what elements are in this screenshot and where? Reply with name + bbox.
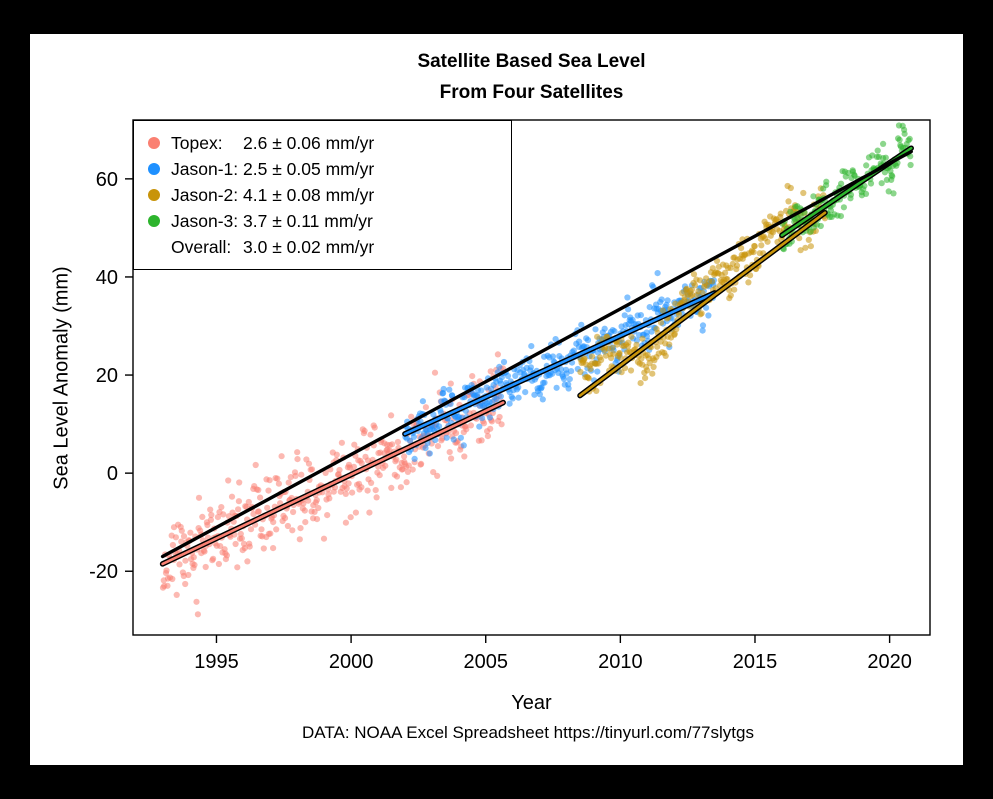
legend-label: Overall: [171,236,232,257]
y-tick-label: 20 [96,365,118,387]
scatter-plot: 1995 2000 2005 2010 2015 2020 -20 0 20 40 60 [89,119,931,673]
points-jason-3 [779,122,914,253]
y-tick-label: 0 [107,463,118,485]
chart-title-line1: Satellite Based Sea Level [417,51,646,72]
legend-rate: 4.1 ± 0.08 mm/yr [243,184,375,205]
legend-item-overall: Overall: 3.0 ± 0.02 mm/yr [134,234,511,260]
legend-item-jason-3: Jason-3: 3.7 ± 0.11 mm/yr [134,208,511,234]
y-tick-label: 40 [96,267,118,289]
legend-dot-spacer [148,241,160,253]
y-tick-label: -20 [89,561,118,583]
legend-label: Jason-2: [171,184,239,205]
legend-rate: 2.6 ± 0.06 mm/yr [243,132,375,153]
data-source-caption: DATA: NOAA Excel Spreadsheet https://tin… [302,723,754,742]
legend-rate: 3.0 ± 0.02 mm/yr [243,236,375,257]
legend-label: Jason-3: [171,210,239,231]
trend-line-overall [160,149,913,559]
y-tick-label: 60 [96,169,118,191]
trend-line-topex [159,399,506,567]
figure: 1995 2000 2005 2010 2015 2020 -20 0 20 40 60 Satel… [30,34,963,765]
chart-title-line2: From Four Satellites [439,82,624,103]
legend-rate: 3.7 ± 0.11 mm/yr [243,210,373,231]
legend-label: Topex: [171,132,223,153]
x-axis-label: Year [511,692,552,714]
x-tick-label: 2005 [463,651,508,673]
legend: Topex: 2.6 ± 0.06 mm/yr Jason-1: 2.5 ± 0.05… [133,120,512,270]
legend-dot-jason-3 [148,215,160,227]
y-axis-label: Sea Level Anomaly (mm) [50,266,73,490]
x-tick-label: 2020 [867,651,912,673]
trend-line-jason-1 [402,290,718,437]
plot-box [132,119,931,636]
axes: 1995 2000 2005 2010 2015 2020 -20 0 20 40 60 [89,169,912,673]
x-tick-label: 2010 [598,651,643,673]
legend-rate: 2.5 ± 0.05 mm/yr [243,158,375,179]
x-tick-label: 1995 [194,651,239,673]
x-tick-label: 2015 [733,651,778,673]
trend-line-jason-2 [577,209,828,399]
chart-title: Satellite Based Sea Level From Four Sate… [133,46,930,108]
legend-dot-jason-2 [148,189,160,201]
trend-lines [159,145,914,567]
legend-dot-topex [148,137,160,149]
legend-label: Jason-1: [171,158,239,179]
legend-item-jason-2: Jason-2: 4.1 ± 0.08 mm/yr [134,182,511,208]
legend-item-topex: Topex: 2.6 ± 0.06 mm/yr [134,130,511,156]
x-tick-label: 2000 [329,651,374,673]
legend-dot-jason-1 [148,163,160,175]
legend-item-jason-1: Jason-1: 2.5 ± 0.05 mm/yr [134,156,511,182]
